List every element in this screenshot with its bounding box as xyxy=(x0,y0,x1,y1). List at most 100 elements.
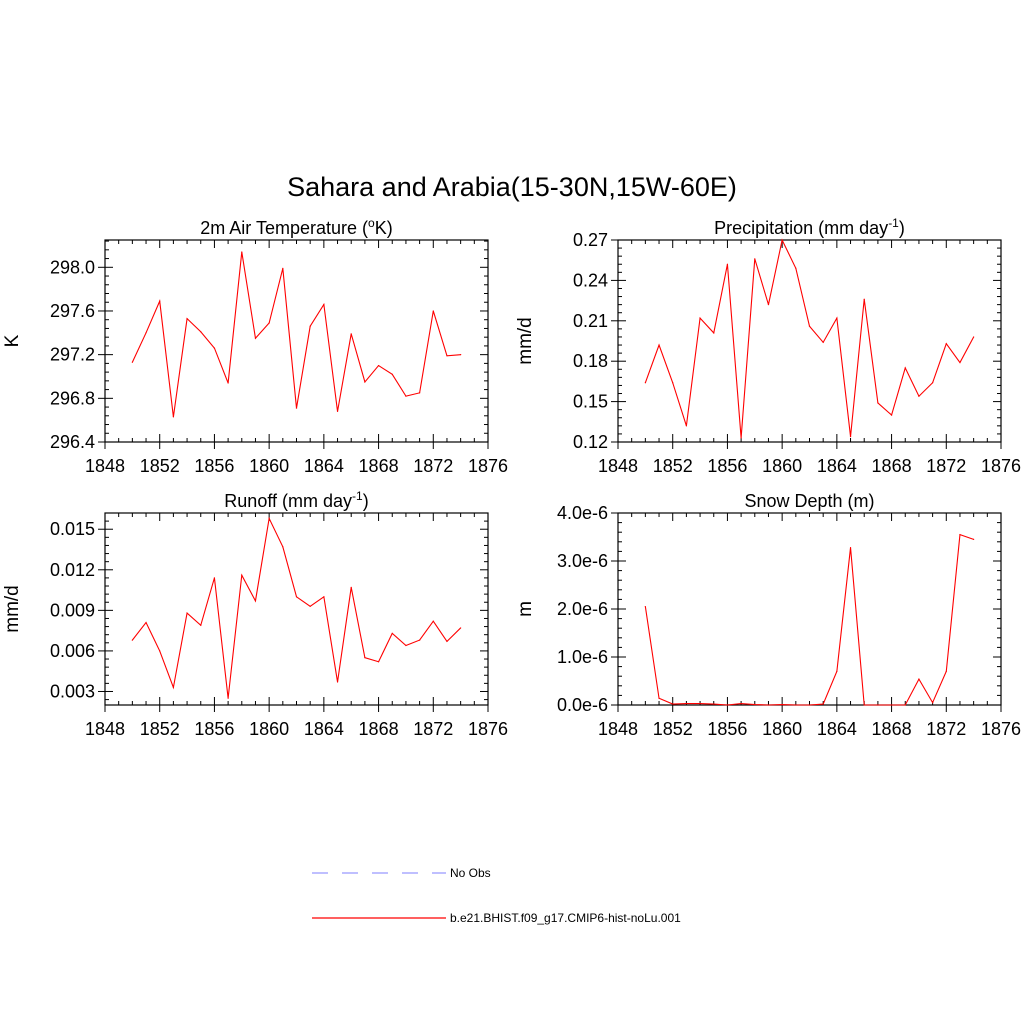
x-tick-label: 1864 xyxy=(304,719,344,739)
y-tick-label: 3.0e-6 xyxy=(557,551,608,571)
legend-label-model: b.e21.BHIST.f09_g17.CMIP6-hist-noLu.001 xyxy=(450,911,681,925)
y-tick-label: 0.12 xyxy=(573,432,608,452)
data-point xyxy=(644,382,646,384)
data-point xyxy=(145,332,147,334)
data-point xyxy=(726,263,729,265)
data-point xyxy=(186,318,188,320)
data-point xyxy=(295,596,298,598)
panel-grid: 2m Air Temperature (oK) K 1848 1852 1856 1860… xyxy=(2,216,1021,739)
data-point xyxy=(945,343,947,345)
series-line xyxy=(131,251,461,417)
data-point xyxy=(740,437,742,439)
data-point xyxy=(391,632,393,634)
data-point xyxy=(254,337,257,339)
x-tick-label: 1864 xyxy=(304,456,344,476)
data-point xyxy=(918,678,920,680)
data-point xyxy=(213,347,216,349)
x-tick-label: 1872 xyxy=(926,719,966,739)
data-point xyxy=(200,624,202,626)
y-tick-label: 0.27 xyxy=(573,230,608,250)
data-point xyxy=(795,704,797,706)
y-axis-label: mm/d xyxy=(2,585,23,633)
y-tick-label: 0.21 xyxy=(573,311,608,331)
data-point xyxy=(350,586,352,588)
y-axis-label: mm/d xyxy=(515,317,536,365)
x-tick-label: 1860 xyxy=(762,456,802,476)
data-point xyxy=(863,298,865,300)
x-tick-label: 1852 xyxy=(653,456,693,476)
data-point xyxy=(945,670,947,673)
data-point xyxy=(241,251,243,253)
data-point xyxy=(323,596,325,598)
x-tick-label: 1868 xyxy=(359,719,399,739)
data-point xyxy=(726,704,729,706)
data-point xyxy=(672,703,674,705)
data-point xyxy=(918,395,920,397)
x-tick-label: 1860 xyxy=(249,719,289,739)
y-tick-label: 0.009 xyxy=(50,600,95,620)
data-point xyxy=(973,538,975,541)
y-tick-label: 0.15 xyxy=(573,392,608,412)
data-point xyxy=(959,361,961,364)
data-point xyxy=(822,703,824,705)
data-point xyxy=(172,416,174,418)
data-point xyxy=(460,627,462,629)
data-point xyxy=(336,410,339,413)
data-point xyxy=(159,300,161,302)
data-point xyxy=(740,702,742,705)
x-tick-label: 1876 xyxy=(981,719,1021,739)
data-point xyxy=(699,702,701,705)
y-tick-label: 2.0e-6 xyxy=(557,599,608,619)
data-point xyxy=(890,414,893,416)
data-point xyxy=(419,392,421,394)
y-tick-label: 0.24 xyxy=(573,270,608,290)
data-point xyxy=(350,333,352,335)
x-tick-label: 1852 xyxy=(653,719,693,739)
x-tick-label: 1856 xyxy=(194,456,234,476)
data-point xyxy=(309,325,311,327)
data-point xyxy=(227,697,229,699)
data-point xyxy=(849,546,852,549)
figure-title: Sahara and Arabia(15-30N,15W-60E) xyxy=(287,172,737,202)
y-tick-label: 1.0e-6 xyxy=(557,647,608,667)
legend-label-obs: No Obs xyxy=(450,866,491,880)
data-point xyxy=(836,317,838,319)
data-point xyxy=(973,336,975,338)
x-tick-label: 1848 xyxy=(598,456,638,476)
y-tick-label: 297.6 xyxy=(50,301,95,321)
data-point xyxy=(658,697,660,699)
data-point xyxy=(904,367,906,369)
data-point xyxy=(391,373,393,375)
x-tick-label: 1848 xyxy=(85,719,125,739)
series-line xyxy=(644,238,975,439)
data-point xyxy=(159,650,161,652)
data-point xyxy=(323,303,325,306)
data-point xyxy=(877,402,879,404)
data-point xyxy=(713,703,715,705)
data-point xyxy=(336,681,339,683)
data-point xyxy=(836,670,838,673)
data-point xyxy=(405,395,407,397)
series-line xyxy=(131,516,462,699)
data-point xyxy=(959,534,961,536)
x-tick-label: 1872 xyxy=(413,456,453,476)
x-tick-label: 1852 xyxy=(140,456,180,476)
data-point xyxy=(254,600,257,602)
x-tick-label: 1860 xyxy=(249,456,289,476)
data-point xyxy=(186,612,188,614)
y-axis-label: K xyxy=(2,334,23,347)
x-tick-label: 1856 xyxy=(194,719,234,739)
panel-0: 2m Air Temperature (oK) K 1848 1852 1856 1860… xyxy=(2,216,508,476)
x-tick-label: 1872 xyxy=(926,456,966,476)
data-point xyxy=(282,546,284,548)
x-tick-label: 1872 xyxy=(413,719,453,739)
y-tick-label: 0.003 xyxy=(50,681,95,701)
y-axis-label: m xyxy=(515,601,536,617)
panel-title: 2m Air Temperature (oK) xyxy=(200,216,392,238)
x-tick-label: 1848 xyxy=(598,719,638,739)
x-tick-label: 1876 xyxy=(468,456,508,476)
x-tick-label: 1876 xyxy=(468,719,508,739)
panel-title: Precipitation (mm day-1) xyxy=(714,216,905,238)
data-point xyxy=(131,361,133,363)
data-point xyxy=(213,577,216,579)
